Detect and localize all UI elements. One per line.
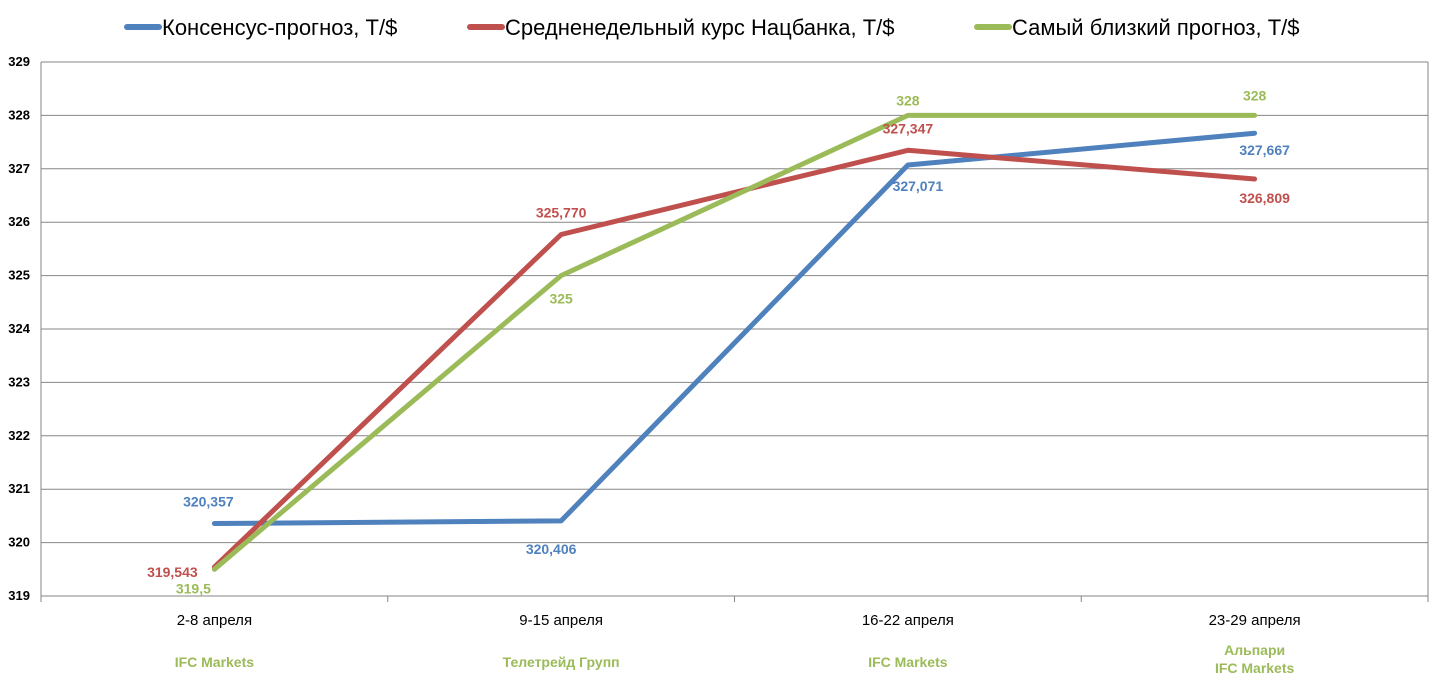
y-tick-label: 328 bbox=[8, 107, 30, 122]
data-label: 319,5 bbox=[176, 580, 211, 596]
y-tick-label: 327 bbox=[8, 161, 30, 176]
x-tick-label: 16-22 апреля bbox=[862, 612, 954, 629]
category-annotation: IFC Markets bbox=[868, 654, 948, 670]
legend-label: Самый близкий прогноз, Т/$ bbox=[1012, 15, 1300, 40]
category-annotation: IFC Markets bbox=[1215, 660, 1295, 676]
data-label: 325,770 bbox=[536, 204, 587, 220]
data-labels: 320,357 320,406 327,071 327,667 319,543 325,7… bbox=[147, 87, 1290, 596]
legend: Консенсус-прогноз, Т/$ Средненедельный ку… bbox=[124, 15, 1300, 40]
series-lines bbox=[211, 112, 1258, 572]
axes: 319 320 321 322 323 324 325 326 327 328 329 2-8 апр… bbox=[8, 54, 1429, 676]
y-tick-label: 321 bbox=[8, 481, 30, 496]
series-line-2 bbox=[211, 147, 1258, 570]
x-tick-label: 23-29 апреля bbox=[1209, 612, 1301, 629]
legend-label: Консенсус-прогноз, Т/$ bbox=[162, 15, 397, 40]
category-annotation: Телетрейд Групп bbox=[503, 654, 620, 670]
y-tick-label: 325 bbox=[8, 268, 30, 283]
y-tick-label: 323 bbox=[8, 374, 30, 389]
data-label: 327,071 bbox=[893, 178, 944, 194]
y-tick-label: 326 bbox=[8, 214, 30, 229]
category-annotation: Альпари bbox=[1224, 642, 1285, 658]
y-tick-label: 329 bbox=[8, 54, 30, 69]
data-label: 326,809 bbox=[1239, 190, 1290, 206]
x-tick-label: 2-8 апреля bbox=[177, 612, 252, 629]
x-tick-label: 9-15 апреля bbox=[519, 612, 603, 629]
legend-label: Средненедельный курс Нацбанка, Т/$ bbox=[505, 15, 895, 40]
y-tick-label: 322 bbox=[8, 428, 30, 443]
y-tick-label: 324 bbox=[8, 321, 30, 336]
data-label: 319,543 bbox=[147, 564, 198, 580]
category-annotation: IFC Markets bbox=[175, 654, 255, 670]
data-label: 325 bbox=[549, 291, 573, 307]
series-line-3 bbox=[211, 112, 1258, 572]
data-label: 327,347 bbox=[883, 120, 934, 136]
data-label: 320,406 bbox=[526, 541, 577, 557]
grid bbox=[41, 61, 1428, 544]
data-label: 328 bbox=[1243, 87, 1267, 103]
y-tick-label: 319 bbox=[8, 588, 30, 603]
y-tick-label: 320 bbox=[8, 535, 30, 550]
data-label: 320,357 bbox=[183, 494, 234, 510]
series-line-1 bbox=[211, 130, 1258, 526]
data-label: 328 bbox=[896, 92, 920, 108]
data-label: 327,667 bbox=[1239, 142, 1290, 158]
